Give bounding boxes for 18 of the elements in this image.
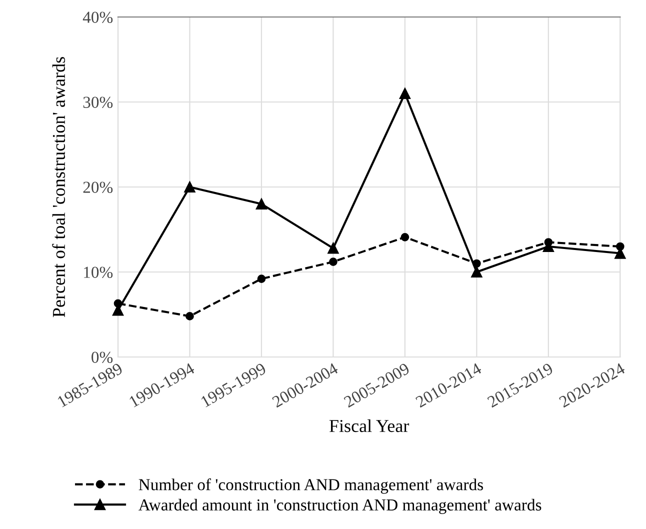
point [329, 258, 338, 266]
point [400, 232, 410, 242]
y-tick-label: 0% [92, 352, 113, 363]
y-axis-title: Percent of toal 'construction' awards [52, 57, 66, 318]
point [399, 88, 411, 100]
point [328, 242, 339, 254]
x-axis-title: Fiscal Year [329, 419, 410, 432]
point [184, 181, 196, 193]
y-tick-label: 10% [84, 266, 113, 278]
legend-label: Awarded amount in 'construction AND management' awards [138, 498, 542, 514]
point [256, 198, 268, 210]
point [186, 312, 194, 320]
y-tick-label: 40% [82, 12, 113, 23]
y-tick-label: 30% [83, 96, 113, 108]
legend-label: Number of 'construction AND management' awards [138, 478, 483, 494]
y-tick-label: 20% [83, 182, 113, 193]
point [257, 274, 266, 283]
point [471, 266, 482, 278]
